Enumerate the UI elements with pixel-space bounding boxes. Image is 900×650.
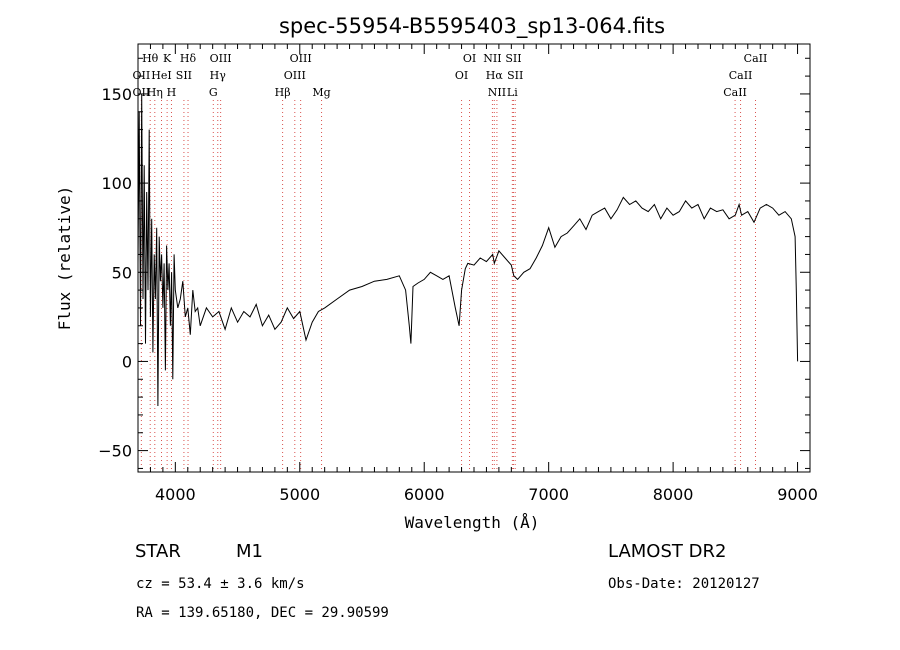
spectral-line-label: SII: [176, 69, 192, 82]
survey-name: LAMOST DR2: [608, 541, 727, 562]
spectral-line-label: NII: [483, 52, 501, 65]
x-tick-label: 7000: [528, 485, 569, 504]
spectral-line-label: OIII: [290, 52, 312, 65]
object-class: STAR: [135, 541, 181, 562]
y-tick-label: 0: [122, 352, 132, 371]
spectral-line-label: OI: [463, 52, 476, 65]
x-tick-label: 6000: [404, 485, 445, 504]
plot-frame: [137, 43, 811, 473]
x-axis-label: Wavelength (Å): [405, 513, 540, 532]
object-subclass: M1: [236, 541, 263, 562]
spectral-line-label: G: [209, 86, 218, 99]
spectral-line-label: Mg: [312, 86, 330, 99]
spectral-line-label: CaII: [723, 86, 747, 99]
y-tick-label: 150: [101, 85, 132, 104]
spectral-line-label: NII: [488, 86, 506, 99]
spectral-line-label: K: [163, 52, 172, 65]
chart-title: spec-55954-B5595403_sp13-064.fits: [279, 14, 665, 39]
redshift-cz: cz = 53.4 ± 3.6 km/s: [136, 576, 305, 592]
observation-date: Obs-Date: 20120127: [608, 576, 760, 592]
spectral-line-label: Hη: [147, 86, 163, 99]
spectral-line-label: OII: [133, 69, 151, 82]
spectral-line-label: SII: [507, 69, 523, 82]
spectral-line-label: Hθ: [142, 52, 159, 65]
spectral-line-label: SII: [505, 52, 521, 65]
spectral-line-label: Hγ: [210, 69, 227, 82]
y-tick-label: 50: [112, 263, 132, 282]
y-axis-label: Flux (relative): [55, 186, 74, 331]
spectral-line-label: OIII: [284, 69, 306, 82]
spectrum-line: [137, 93, 799, 407]
spectral-line-label: Li: [507, 86, 518, 99]
x-tick-label: 9000: [777, 485, 818, 504]
x-tick-label: 8000: [653, 485, 694, 504]
spectral-line-label: Hβ: [275, 86, 291, 99]
ra-dec: RA = 139.65180, DEC = 29.90599: [136, 605, 389, 621]
axis-ticks: 4000 5000 6000 7000 8000 9000 −50 0 50 100 150: [98, 44, 818, 504]
spectral-line-label: HeI: [151, 69, 171, 82]
spectral-line-label: H: [167, 86, 177, 99]
spectral-line-label: OI: [455, 69, 468, 82]
spectral-line-label: OIII: [210, 52, 232, 65]
spectral-line-label: Hα: [486, 69, 504, 82]
spectral-line-label: OII: [133, 86, 151, 99]
y-tick-label: 100: [101, 174, 132, 193]
x-tick-label: 4000: [155, 485, 196, 504]
spectral-line-label: CaII: [729, 69, 753, 82]
x-tick-label: 5000: [279, 485, 320, 504]
spectral-line-label: CaII: [744, 52, 768, 65]
y-tick-label: −50: [98, 442, 132, 461]
spectral-line-label: Hδ: [180, 52, 197, 65]
